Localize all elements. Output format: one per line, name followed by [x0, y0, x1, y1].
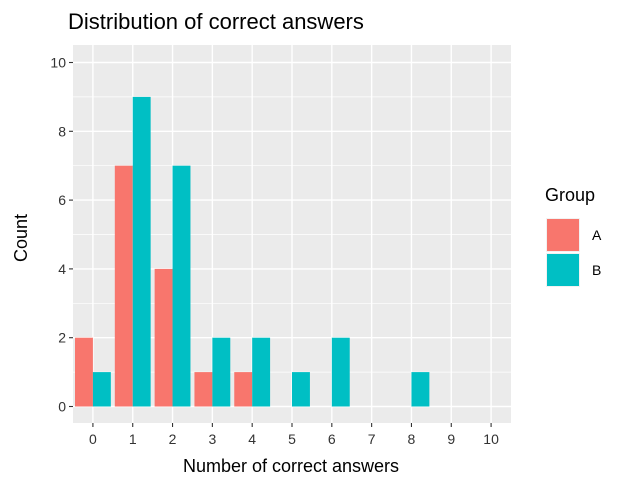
y-tick-label: 0	[58, 399, 66, 415]
chart-title: Distribution of correct answers	[68, 9, 364, 34]
legend: Group A B	[545, 185, 602, 287]
x-tick-label: 0	[89, 431, 97, 447]
bar-A-3	[194, 372, 213, 407]
legend-label-A: A	[592, 227, 602, 243]
bar-A-2	[154, 268, 173, 407]
axis-layer: 0 2 4 6 8 10 0 1 2 3 4 5 6 7 8 9 10	[50, 55, 499, 448]
y-tick-label: 6	[58, 192, 66, 208]
x-tick-label: 7	[368, 431, 376, 447]
bar-A-0	[74, 337, 93, 407]
x-tick-label: 8	[408, 431, 416, 447]
x-tick-label: 1	[129, 431, 137, 447]
bar-A-1	[114, 165, 133, 407]
x-tick-label: 3	[208, 431, 216, 447]
legend-swatch-A	[547, 219, 579, 251]
bar-layer	[74, 96, 430, 407]
y-tick-label: 10	[50, 55, 66, 71]
legend-swatch-B	[547, 254, 579, 286]
bar-B-6	[331, 337, 350, 407]
legend-title: Group	[545, 185, 595, 205]
bar-B-8	[411, 372, 430, 407]
bar-B-0	[92, 372, 111, 407]
bar-A-4	[234, 372, 253, 407]
x-tick-label: 9	[447, 431, 455, 447]
bar-B-2	[172, 165, 191, 407]
y-axis-title: Count	[11, 214, 31, 262]
legend-label-B: B	[592, 262, 601, 278]
x-tick-label: 5	[288, 431, 296, 447]
x-axis-title: Number of correct answers	[183, 456, 399, 476]
y-tick-label: 8	[58, 123, 66, 139]
bar-B-1	[132, 96, 151, 407]
x-tick-label: 4	[248, 431, 256, 447]
y-tick-label: 2	[58, 330, 66, 346]
y-tick-label: 4	[58, 261, 66, 277]
bar-B-4	[252, 337, 271, 407]
bar-B-5	[292, 372, 310, 407]
bar-B-3	[212, 337, 231, 407]
x-tick-label: 10	[483, 431, 499, 447]
x-tick-label: 2	[169, 431, 177, 447]
x-tick-label: 6	[328, 431, 336, 447]
